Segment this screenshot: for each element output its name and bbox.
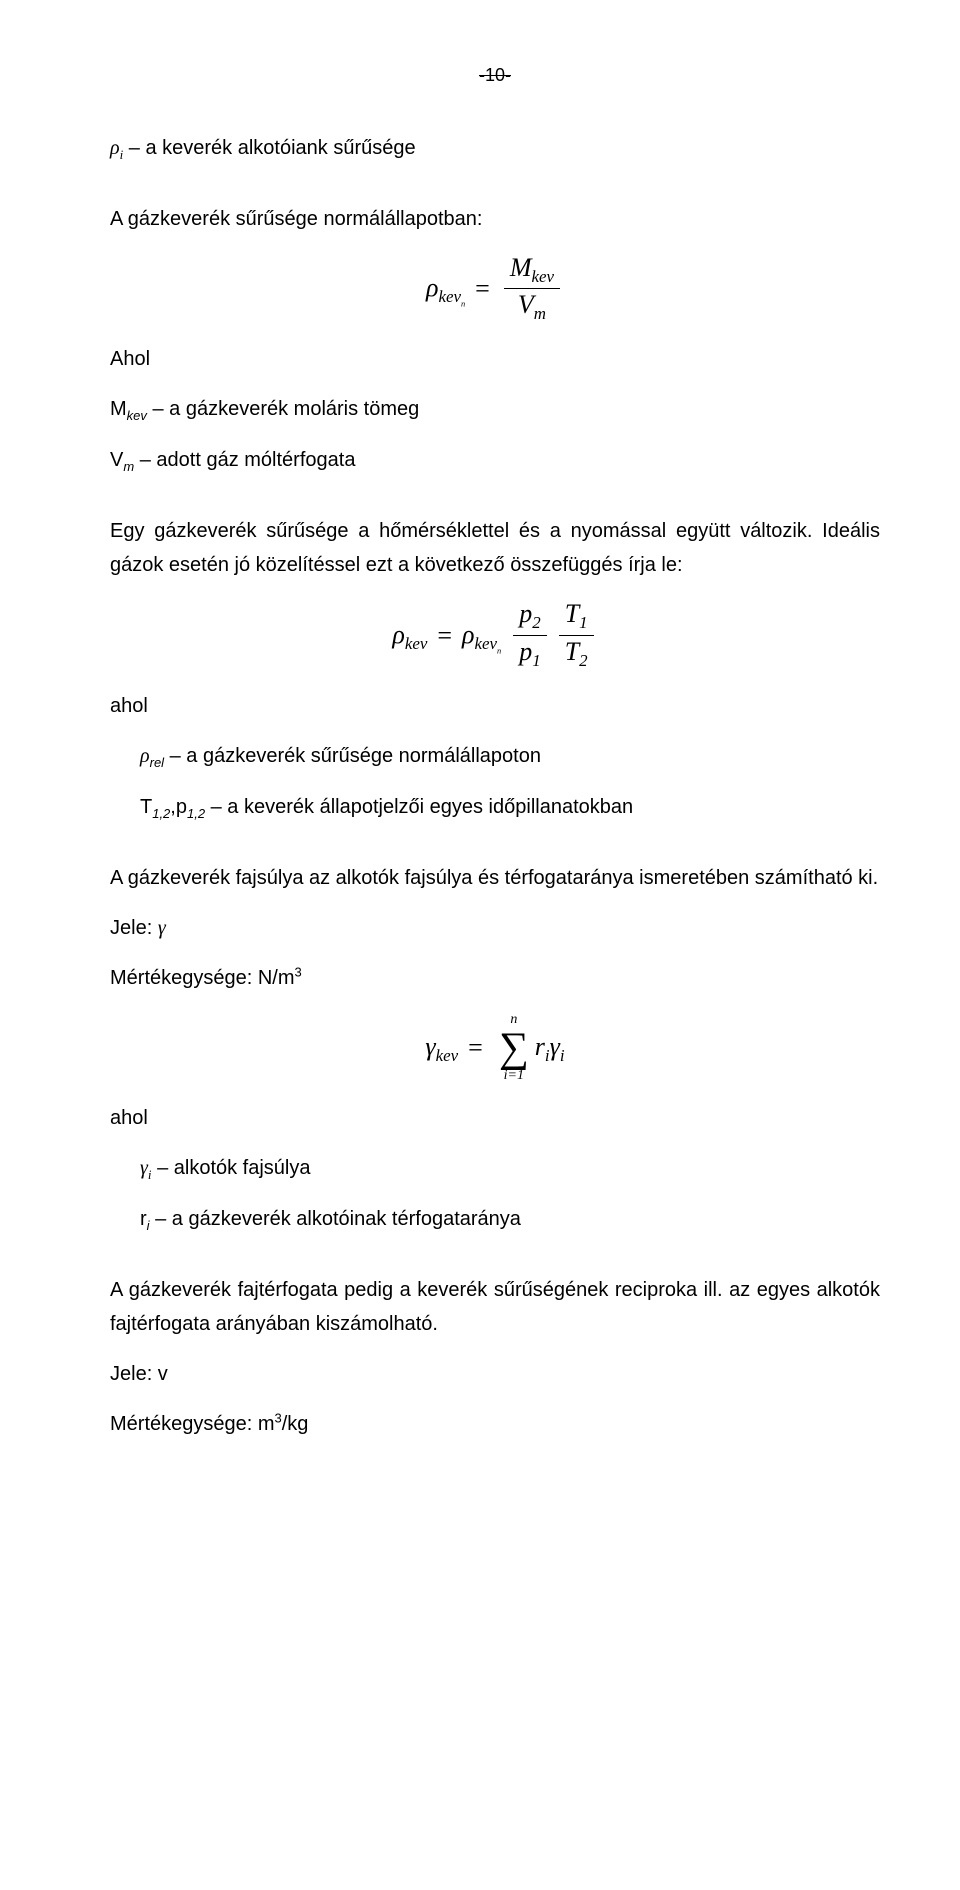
label-ahol-3: ahol <box>110 1101 880 1135</box>
unit-nm3: Mértékegysége: N/m3 <box>110 961 880 995</box>
def-t12p12: T1,2,p1,2 – a keverék állapotjelzői egye… <box>110 790 880 825</box>
def-rho-i: ρi – a keverék alkotóiank sűrűsége <box>110 131 880 166</box>
def-mkev: Mkev – a gázkeverék moláris tömeg <box>110 392 880 427</box>
label-ahol-1: Ahol <box>110 342 880 376</box>
def-gamma-i: γi – alkotók fajsúlya <box>110 1151 880 1186</box>
label-ahol-2: ahol <box>110 689 880 723</box>
para-fajterfogat: A gázkeverék fajtérfogata pedig a keveré… <box>110 1273 880 1341</box>
formula-rho-kev-n: ρkevn = Mkev Vm <box>110 254 880 325</box>
jele-v: Jele: v <box>110 1357 880 1391</box>
unit-m3kg: Mértékegysége: m3/kg <box>110 1407 880 1441</box>
formula-gamma-kev: γkev = n ∑ i=1 ri γi <box>110 1013 880 1083</box>
para-ideal-gas: Egy gázkeverék sűrűsége a hőmérséklettel… <box>110 514 880 582</box>
jele-gamma: Jele: γ <box>110 911 880 945</box>
formula-rho-kev: ρkev = ρkevn p2 p1 T1 T2 <box>110 600 880 671</box>
def-vm: Vm – adott gáz móltérfogata <box>110 443 880 478</box>
def-rhorel: ρrel – a gázkeverék sűrűsége normálállap… <box>110 739 880 774</box>
para-fajsuly: A gázkeverék fajsúlya az alkotók fajsúly… <box>110 861 880 895</box>
page-number: -10- <box>110 60 880 91</box>
section1-heading: A gázkeverék sűrűsége normálállapotban: <box>110 202 880 236</box>
def-r-i: ri – a gázkeverék alkotóinak térfogatará… <box>110 1202 880 1237</box>
